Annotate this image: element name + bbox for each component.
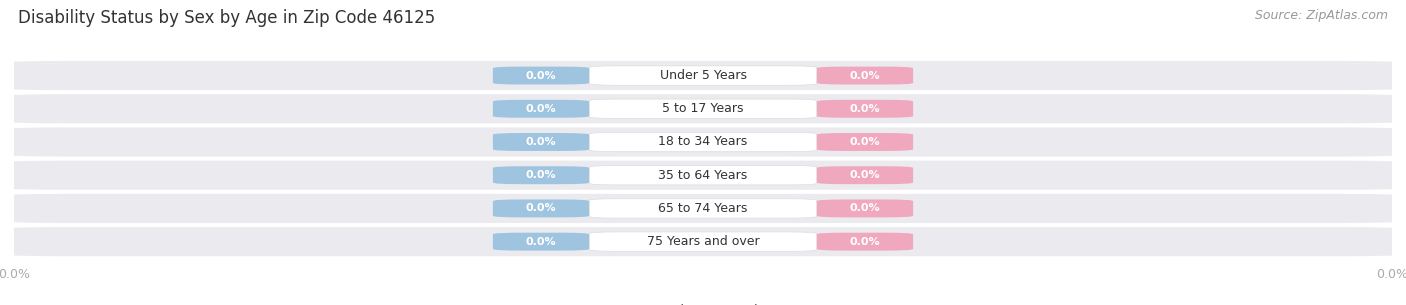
FancyBboxPatch shape [494, 133, 589, 151]
Text: Under 5 Years: Under 5 Years [659, 69, 747, 82]
FancyBboxPatch shape [494, 100, 589, 118]
FancyBboxPatch shape [0, 161, 1406, 190]
FancyBboxPatch shape [589, 66, 817, 85]
Text: Source: ZipAtlas.com: Source: ZipAtlas.com [1254, 9, 1388, 22]
FancyBboxPatch shape [494, 66, 589, 84]
FancyBboxPatch shape [817, 66, 912, 84]
Text: 0.0%: 0.0% [849, 104, 880, 114]
Text: 35 to 64 Years: 35 to 64 Years [658, 169, 748, 182]
Text: 0.0%: 0.0% [526, 104, 557, 114]
Legend: Male, Female: Male, Female [636, 300, 770, 305]
FancyBboxPatch shape [589, 232, 817, 251]
Text: 0.0%: 0.0% [526, 137, 557, 147]
Text: 0.0%: 0.0% [849, 237, 880, 247]
Text: 0.0%: 0.0% [849, 203, 880, 213]
Text: 0.0%: 0.0% [526, 203, 557, 213]
FancyBboxPatch shape [0, 61, 1406, 90]
FancyBboxPatch shape [0, 94, 1406, 123]
FancyBboxPatch shape [494, 233, 589, 251]
FancyBboxPatch shape [589, 99, 817, 118]
FancyBboxPatch shape [589, 132, 817, 152]
Text: 0.0%: 0.0% [526, 170, 557, 180]
Text: 0.0%: 0.0% [526, 70, 557, 81]
FancyBboxPatch shape [0, 127, 1406, 156]
FancyBboxPatch shape [494, 166, 589, 184]
Text: 75 Years and over: 75 Years and over [647, 235, 759, 248]
FancyBboxPatch shape [589, 199, 817, 218]
FancyBboxPatch shape [0, 227, 1406, 256]
Text: 65 to 74 Years: 65 to 74 Years [658, 202, 748, 215]
FancyBboxPatch shape [589, 166, 817, 185]
FancyBboxPatch shape [494, 199, 589, 217]
Text: Disability Status by Sex by Age in Zip Code 46125: Disability Status by Sex by Age in Zip C… [18, 9, 436, 27]
FancyBboxPatch shape [817, 133, 912, 151]
FancyBboxPatch shape [0, 194, 1406, 223]
Text: 5 to 17 Years: 5 to 17 Years [662, 102, 744, 115]
Text: 0.0%: 0.0% [849, 70, 880, 81]
Text: 18 to 34 Years: 18 to 34 Years [658, 135, 748, 149]
FancyBboxPatch shape [817, 166, 912, 184]
Text: 0.0%: 0.0% [526, 237, 557, 247]
FancyBboxPatch shape [817, 100, 912, 118]
Text: 0.0%: 0.0% [849, 137, 880, 147]
Text: 0.0%: 0.0% [849, 170, 880, 180]
FancyBboxPatch shape [817, 199, 912, 217]
FancyBboxPatch shape [817, 233, 912, 251]
